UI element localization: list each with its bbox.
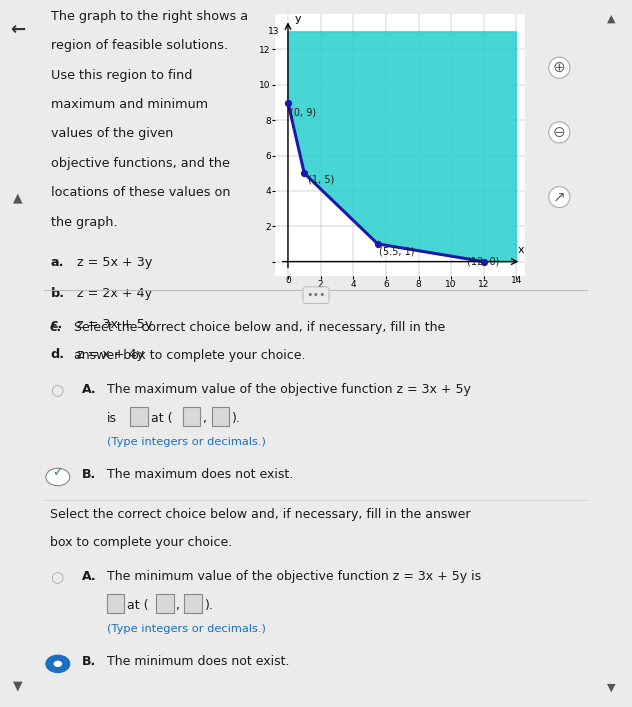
Text: ⊖: ⊖	[553, 125, 566, 140]
Text: x: x	[518, 245, 525, 255]
Text: at (: at (	[128, 599, 149, 612]
Point	[373, 238, 383, 250]
Text: ✓: ✓	[52, 466, 63, 479]
Text: ↗: ↗	[553, 189, 566, 204]
Text: locations of these values on: locations of these values on	[51, 186, 230, 199]
Text: z = x + 4y: z = x + 4y	[77, 349, 144, 361]
Text: z = 2x + 4y: z = 2x + 4y	[77, 287, 152, 300]
Text: objective functions, and the: objective functions, and the	[51, 157, 229, 170]
Text: B.: B.	[82, 655, 97, 668]
Text: (Type integers or decimals.): (Type integers or decimals.)	[107, 438, 265, 448]
Text: The maximum does not exist.: The maximum does not exist.	[107, 468, 293, 481]
Text: ▲: ▲	[13, 192, 22, 204]
Text: y: y	[295, 14, 301, 25]
FancyBboxPatch shape	[156, 594, 174, 613]
Text: ,: ,	[176, 599, 180, 612]
FancyBboxPatch shape	[183, 407, 200, 426]
Text: (1, 5): (1, 5)	[308, 175, 334, 185]
Text: b.: b.	[51, 287, 64, 300]
Text: ▼: ▼	[13, 680, 22, 693]
Text: ⊕: ⊕	[553, 60, 566, 75]
Text: ▲: ▲	[607, 14, 616, 24]
Point	[299, 168, 309, 179]
Text: A.: A.	[82, 570, 97, 583]
Text: maximum and minimum: maximum and minimum	[51, 98, 207, 111]
Text: values of the given: values of the given	[51, 127, 173, 141]
Text: (0, 9): (0, 9)	[289, 108, 316, 118]
Text: ).: ).	[205, 599, 214, 612]
Text: 13: 13	[269, 28, 280, 36]
Text: ←: ←	[10, 21, 25, 39]
Point	[283, 97, 293, 108]
Text: The maximum value of the objective function z = 3x + 5y: The maximum value of the objective funct…	[107, 383, 471, 396]
Text: at (: at (	[151, 411, 173, 425]
FancyBboxPatch shape	[212, 407, 229, 426]
Text: c.: c.	[50, 321, 62, 334]
Text: c.: c.	[51, 317, 63, 331]
Text: ○: ○	[50, 383, 63, 398]
FancyBboxPatch shape	[185, 594, 202, 613]
Text: region of feasible solutions.: region of feasible solutions.	[51, 39, 228, 52]
Text: z = 5x + 3y: z = 5x + 3y	[77, 256, 152, 269]
Text: The minimum does not exist.: The minimum does not exist.	[107, 655, 289, 668]
Text: the graph.: the graph.	[51, 216, 117, 228]
Circle shape	[46, 468, 70, 486]
Text: The graph to the right shows a: The graph to the right shows a	[51, 10, 248, 23]
Text: ○: ○	[50, 570, 63, 585]
Polygon shape	[288, 32, 516, 262]
Text: (Type integers or decimals.): (Type integers or decimals.)	[107, 624, 265, 634]
Text: is: is	[107, 411, 117, 425]
Text: (5.5, 1): (5.5, 1)	[379, 247, 415, 257]
Text: •••: •••	[307, 290, 325, 300]
Text: Select the correct choice below and, if necessary, fill in the: Select the correct choice below and, if …	[74, 321, 446, 334]
Text: z = 3x + 5y: z = 3x + 5y	[77, 317, 152, 331]
Text: 14: 14	[511, 276, 522, 285]
Text: box to complete your choice.: box to complete your choice.	[50, 537, 232, 549]
Text: Select the correct choice below and, if necessary, fill in the answer: Select the correct choice below and, if …	[50, 508, 470, 521]
Text: d.: d.	[51, 349, 64, 361]
Text: ).: ).	[233, 411, 241, 425]
FancyBboxPatch shape	[107, 594, 124, 613]
Text: 0: 0	[285, 276, 291, 285]
Circle shape	[54, 660, 62, 667]
Text: (12, 0): (12, 0)	[468, 257, 500, 267]
Text: ▼: ▼	[607, 683, 616, 693]
Text: answer box to complete your choice.: answer box to complete your choice.	[74, 349, 306, 363]
Point	[478, 256, 489, 267]
Circle shape	[46, 655, 70, 672]
Text: A.: A.	[82, 383, 97, 396]
Text: a.: a.	[51, 256, 64, 269]
Text: B.: B.	[82, 468, 97, 481]
Text: The minimum value of the objective function z = 3x + 5y is: The minimum value of the objective funct…	[107, 570, 481, 583]
Text: Use this region to find: Use this region to find	[51, 69, 192, 81]
FancyBboxPatch shape	[130, 407, 147, 426]
Text: ,: ,	[203, 411, 207, 425]
